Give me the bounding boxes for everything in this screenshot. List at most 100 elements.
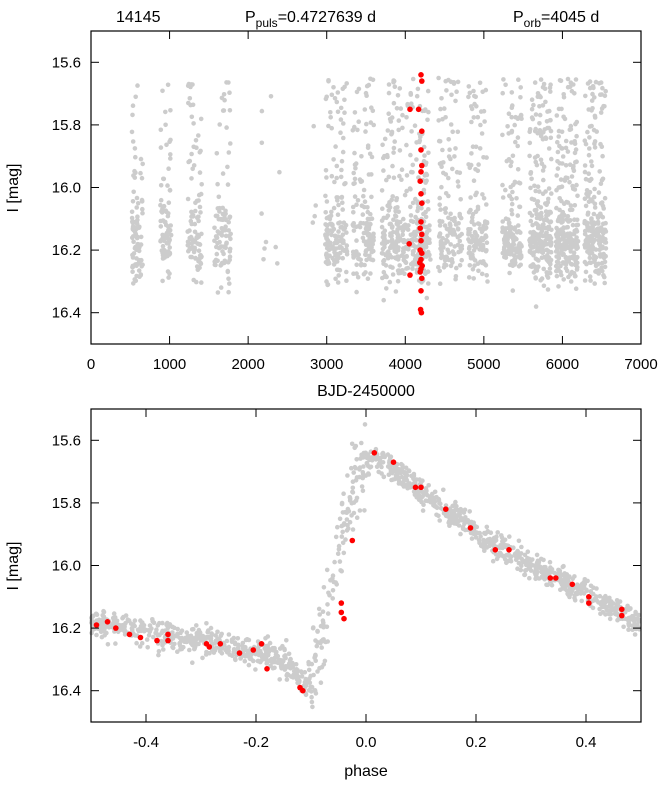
observation-point bbox=[568, 80, 574, 85]
phased-observation-point bbox=[232, 641, 238, 647]
observation-point bbox=[341, 220, 347, 225]
phased-observation-point bbox=[165, 625, 171, 631]
observation-point bbox=[548, 82, 553, 87]
phased-observation-point bbox=[284, 677, 290, 682]
phased-observation-point bbox=[437, 518, 443, 523]
observation-point bbox=[214, 213, 219, 219]
observation-point bbox=[469, 106, 475, 112]
observation-point bbox=[329, 232, 334, 238]
phased-observation-point bbox=[525, 555, 530, 561]
observation-point bbox=[328, 115, 334, 120]
observation-point bbox=[402, 271, 407, 277]
observation-point bbox=[477, 146, 483, 151]
observation-point bbox=[198, 261, 204, 267]
phased-observation-point bbox=[317, 612, 323, 617]
observation-point bbox=[468, 255, 474, 261]
observation-point bbox=[455, 129, 461, 135]
observation-point bbox=[556, 217, 561, 223]
observation-point bbox=[194, 279, 199, 285]
phased-observation-point bbox=[197, 635, 203, 641]
observation-point bbox=[547, 219, 552, 225]
observation-point bbox=[564, 268, 570, 274]
phased-observation-point bbox=[182, 639, 188, 644]
phased-observation-point bbox=[311, 672, 316, 678]
observation-point bbox=[469, 151, 474, 156]
observation-point bbox=[567, 218, 573, 223]
observation-point bbox=[457, 211, 463, 217]
phased-observation-point bbox=[325, 602, 330, 607]
highlighted-phased-point bbox=[126, 631, 133, 638]
highlighted-point bbox=[417, 178, 424, 184]
observation-point bbox=[437, 231, 443, 236]
observation-point bbox=[326, 123, 331, 129]
highlighted-point bbox=[418, 288, 424, 294]
phased-observation-point bbox=[470, 531, 476, 536]
observation-point bbox=[561, 277, 566, 282]
phased-observation-point bbox=[357, 474, 362, 480]
observation-point bbox=[361, 271, 367, 277]
phased-observation-point bbox=[113, 641, 118, 646]
observation-point bbox=[471, 88, 476, 94]
phased-observation-point bbox=[562, 571, 567, 576]
phased-observation-point bbox=[514, 554, 520, 560]
bottom-x-tick-label: -0.4 bbox=[133, 734, 159, 751]
observation-point bbox=[452, 251, 457, 257]
phased-observation-point bbox=[222, 643, 227, 648]
observation-point bbox=[335, 280, 341, 285]
observation-point bbox=[199, 182, 204, 187]
observation-point bbox=[415, 205, 421, 211]
observation-point bbox=[215, 229, 221, 234]
observation-point bbox=[394, 196, 400, 201]
observation-point bbox=[419, 280, 424, 285]
observation-point bbox=[567, 162, 573, 167]
top-y-tick-label: 15.8 bbox=[52, 117, 81, 134]
observation-point bbox=[199, 280, 204, 285]
bottom-x-axis-title: phase bbox=[344, 763, 388, 780]
phased-observation-point bbox=[170, 645, 176, 651]
phased-observation-point bbox=[519, 544, 524, 550]
observation-point bbox=[510, 189, 515, 195]
observation-point bbox=[224, 125, 229, 130]
phased-observation-point bbox=[593, 597, 598, 602]
phased-observation-point bbox=[564, 588, 569, 593]
observation-point bbox=[512, 262, 517, 267]
observation-point bbox=[559, 106, 564, 112]
observation-point bbox=[514, 229, 520, 235]
highlighted-point bbox=[418, 191, 424, 197]
star-id-label: 14145 bbox=[116, 9, 161, 26]
phased-observation-point bbox=[591, 585, 596, 590]
observation-point bbox=[195, 232, 200, 238]
observation-point bbox=[456, 249, 461, 255]
observation-point bbox=[538, 278, 543, 283]
top-y-tick-label: 15.6 bbox=[52, 54, 81, 71]
observation-point bbox=[388, 233, 394, 238]
phased-observation-point bbox=[324, 567, 330, 573]
observation-point bbox=[436, 138, 442, 144]
phased-observation-point bbox=[399, 474, 405, 480]
observation-point bbox=[441, 160, 446, 165]
observation-point bbox=[414, 93, 420, 99]
observation-point bbox=[602, 259, 608, 265]
phased-observation-point bbox=[628, 606, 633, 611]
observation-point bbox=[558, 177, 564, 182]
observation-point bbox=[591, 85, 596, 91]
phased-observation-point bbox=[339, 534, 345, 539]
phased-observation-point bbox=[450, 515, 456, 521]
observation-point bbox=[480, 192, 485, 197]
observation-point bbox=[324, 255, 330, 260]
phased-observation-point bbox=[534, 552, 540, 558]
observation-point bbox=[391, 145, 397, 151]
observation-point bbox=[366, 82, 372, 88]
observation-point bbox=[448, 225, 453, 231]
phased-observation-point bbox=[608, 611, 614, 617]
observation-point bbox=[529, 106, 535, 112]
observation-point bbox=[455, 227, 461, 232]
observation-point bbox=[507, 224, 512, 229]
observation-point bbox=[426, 281, 431, 286]
phased-observation-point bbox=[262, 646, 268, 651]
observation-point bbox=[399, 177, 404, 182]
top-y-tick-label: 16.0 bbox=[52, 180, 81, 197]
observation-point bbox=[262, 246, 267, 251]
observation-point bbox=[574, 235, 579, 240]
phased-observation-point bbox=[326, 590, 331, 596]
